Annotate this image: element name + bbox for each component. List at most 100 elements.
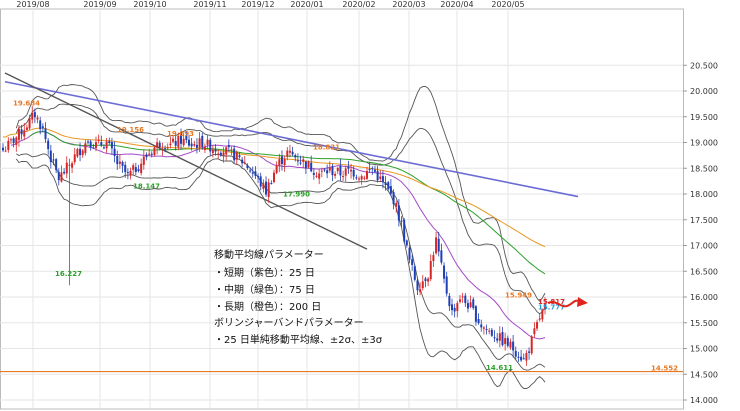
candle-body <box>60 172 63 182</box>
candle-body <box>57 171 60 181</box>
candle-body <box>530 336 533 354</box>
candle-body <box>496 338 499 341</box>
candle-body <box>512 341 515 351</box>
candle-body <box>458 299 461 302</box>
candle-body <box>275 165 278 174</box>
candle-body <box>158 142 161 147</box>
candle-body <box>71 163 74 168</box>
candle-body <box>461 296 464 298</box>
candle-body <box>448 295 451 307</box>
legend-line: 移動平均線パラメーター <box>214 248 324 261</box>
candle-body <box>28 117 31 129</box>
candle-body <box>307 161 310 168</box>
x-tick-label: 2019/08 <box>16 0 49 9</box>
y-tick-label: 14.000 <box>690 396 718 405</box>
candle-body <box>522 358 525 360</box>
candle-body <box>480 324 483 328</box>
candle-body <box>2 147 4 151</box>
x-tick-label: 2019/11 <box>193 0 226 9</box>
candle-body <box>416 280 419 291</box>
y-tick-label: 14.500 <box>690 370 718 379</box>
candle-body <box>243 162 246 164</box>
candle-body <box>161 148 164 150</box>
y-tick-label: 20.000 <box>690 87 718 96</box>
candle-body <box>148 153 151 155</box>
candle-body <box>302 159 305 162</box>
candle-body <box>310 162 313 172</box>
candle-body <box>482 327 485 329</box>
candle-body <box>217 153 220 155</box>
candle-body <box>453 307 456 312</box>
candle-body <box>195 144 198 148</box>
candle-body <box>299 162 302 164</box>
candle-body <box>358 178 361 180</box>
candle-body <box>246 165 249 168</box>
trendline-blue <box>4 80 579 198</box>
candle-body <box>113 148 116 156</box>
y-tick-label: 19.000 <box>690 139 718 148</box>
candle-body <box>472 299 475 309</box>
x-tick-label: 2020/02 <box>342 0 375 9</box>
candle-body <box>280 156 283 164</box>
candle-body <box>384 182 387 186</box>
price-annotation: 14.611 <box>486 364 513 372</box>
candle-body <box>474 306 477 322</box>
candle-body <box>79 148 82 156</box>
candle-body <box>87 141 90 143</box>
bb-lower-3sigma <box>15 158 546 389</box>
candle-body <box>52 159 55 161</box>
candle-body <box>20 129 23 135</box>
candle-body <box>180 133 183 144</box>
candle-body <box>419 289 422 293</box>
candle-body <box>336 167 339 172</box>
candle-body <box>31 112 34 120</box>
candle-body <box>466 303 469 309</box>
candle-body <box>504 338 507 345</box>
x-tick-label: 2020/04 <box>440 0 473 9</box>
candle-body <box>132 165 135 170</box>
candle-body <box>440 250 443 263</box>
candle-body <box>283 159 286 166</box>
candle-body <box>49 150 52 163</box>
candle-body <box>536 322 539 329</box>
candle-body <box>544 303 546 310</box>
candle-body <box>421 281 424 289</box>
candle-body <box>456 303 459 312</box>
candle-body <box>92 147 95 149</box>
candle-body <box>89 141 92 148</box>
candle-body <box>55 159 58 171</box>
candle-body <box>190 143 193 147</box>
candle-body <box>286 150 289 157</box>
candle-body <box>7 140 10 150</box>
candle-body <box>323 169 326 171</box>
candle-body <box>541 309 544 320</box>
candle-body <box>227 145 230 148</box>
y-tick-label: 20.500 <box>690 61 718 70</box>
y-tick-label: 19.500 <box>690 113 718 122</box>
candle-body <box>395 202 398 207</box>
candle-body <box>17 128 20 140</box>
candle-body <box>528 351 531 353</box>
candle-body <box>81 150 84 156</box>
candle-body <box>328 167 331 171</box>
price-annotation: 14.552 <box>651 365 678 373</box>
candle-body <box>520 356 523 361</box>
candle-body <box>187 139 190 146</box>
candle-body <box>315 175 318 177</box>
legend-line: ・中期（緑色）：75 日 <box>214 283 315 296</box>
bb-upper-3sigma <box>15 84 546 302</box>
candle-body <box>198 138 201 149</box>
candle-body <box>363 177 366 179</box>
candle-body <box>108 141 111 144</box>
candle-body <box>344 168 347 176</box>
candle-body <box>9 139 12 141</box>
candles-layer <box>2 106 546 366</box>
candle-body <box>33 112 36 118</box>
candle-body <box>451 304 454 311</box>
candle-body <box>156 142 159 148</box>
candle-body <box>142 156 145 165</box>
candle-body <box>12 138 15 143</box>
candle-body <box>427 278 430 282</box>
candle-body <box>116 155 119 165</box>
